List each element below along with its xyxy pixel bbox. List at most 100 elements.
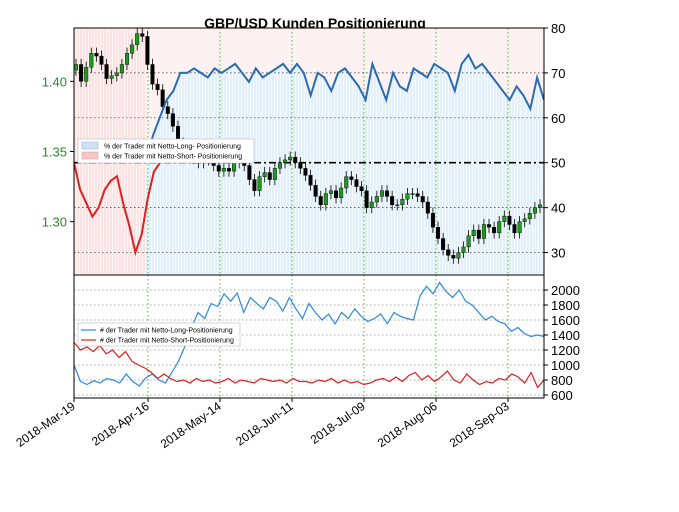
candle-body [461,246,466,253]
short-percent-line [74,162,161,257]
long-upper-fill [146,28,544,163]
candle-body [425,201,430,214]
candle-body [507,215,512,225]
candle-body [441,238,446,250]
candle-body [99,55,104,65]
legend-swatch-short [81,151,99,160]
legend-label-long: % der Trader mit Netto-Long- Positionier… [104,144,241,151]
legend-swatch-long [81,141,99,150]
candle-body [293,156,298,163]
right-tick-label: 70 [551,66,565,81]
candle-body [466,235,471,248]
candle-body [512,224,517,234]
bottom-right-tick-label: 600 [551,388,573,403]
candle-body [538,204,543,208]
bottom-right-tick-label: 1800 [551,298,580,313]
candle-body [369,201,374,208]
x-tick-label: 2018-May-14 [158,399,224,451]
left-tick-label: 1.40 [42,74,67,89]
candle-body [247,165,252,180]
candle-body [252,179,257,191]
position-lines [74,53,544,257]
bottom-right-tick-label: 800 [551,373,573,388]
candle-body [119,64,124,74]
candle-body [334,190,339,199]
right-tick-label: 50 [551,156,565,171]
short-count-line [74,342,544,389]
legend-label-long-count: # der Trader mit Netto-Long-Positionieru… [100,328,233,335]
candle-body [339,187,344,199]
candle-body [328,190,333,194]
top-legend-box [77,138,255,164]
candle-body [124,53,129,65]
candle-body [104,64,109,79]
candle-body [364,190,369,208]
x-tick-label: 2018-Jul-09 [308,399,368,447]
candle-body [135,33,140,46]
candle-body [262,172,267,177]
right-tick-label: 60 [551,111,565,126]
candle-body [471,229,476,236]
candle-body [436,227,441,239]
candle-body [221,168,226,172]
candle-body [344,176,349,189]
candle-body [385,190,390,197]
long-fill-stripes [146,54,544,275]
candle-body [354,179,359,187]
x-tick-label: 2018-Sep-03 [447,399,512,450]
candle-body [140,33,145,37]
candle-body [400,199,405,206]
candle-body [308,175,313,186]
candle-body [232,162,237,172]
candle-body [313,184,318,197]
candle-body [114,72,119,76]
candle-body [476,229,481,239]
right-tick-label: 30 [551,246,565,261]
right-tick-label: 80 [551,21,565,36]
bottom-right-tick-label: 1400 [551,328,580,343]
chart-title: GBP/USD Kunden Positionierung [204,15,426,31]
candle-body [487,224,492,228]
candle-body [74,64,78,71]
candle-body [130,44,135,54]
candle-body [267,172,272,180]
x-tick-label: 2018-Mar-19 [13,399,78,450]
long-percent-line [145,53,544,163]
candle-body [517,221,522,234]
candle-body [257,176,262,191]
candle-body [410,193,415,195]
candle-body [497,221,502,234]
trader-count-lines [74,281,544,389]
candle-body [303,168,308,176]
candle-body [527,213,532,220]
candle-body [170,113,175,127]
candle-body [89,53,94,68]
candle-body [379,190,384,197]
bottom-right-tick-label: 1200 [551,343,580,358]
bottom-right-tick-label: 2000 [551,283,580,298]
candle-body [226,168,231,172]
legend-label-short: % der Trader mit Netto-Short- Positionie… [104,154,242,161]
candle-body [522,218,527,222]
candle-body [79,64,84,82]
candle-body [395,204,400,207]
candle-body [359,186,364,191]
candle-body [390,196,395,206]
candle-body [277,162,282,169]
left-tick-label: 1.30 [42,215,67,230]
candle-body [349,176,354,180]
candle-body [318,196,323,206]
candle-body [481,224,486,239]
candle-body [160,89,165,107]
top-legend: % der Trader mit Netto-Long- Positionier… [77,138,255,164]
candle-body [405,193,410,200]
candle-body [451,255,456,259]
legend-label-short-count: # der Trader mit Netto-Short-Positionier… [100,338,234,345]
candle-body [155,83,160,90]
candle-body [374,196,379,203]
candle-body [165,106,170,114]
bottom-panel-frame [73,274,545,399]
candle-body [502,215,507,222]
x-tick-label: 2018-Apr-16 [89,399,152,449]
candle-body [272,168,277,180]
